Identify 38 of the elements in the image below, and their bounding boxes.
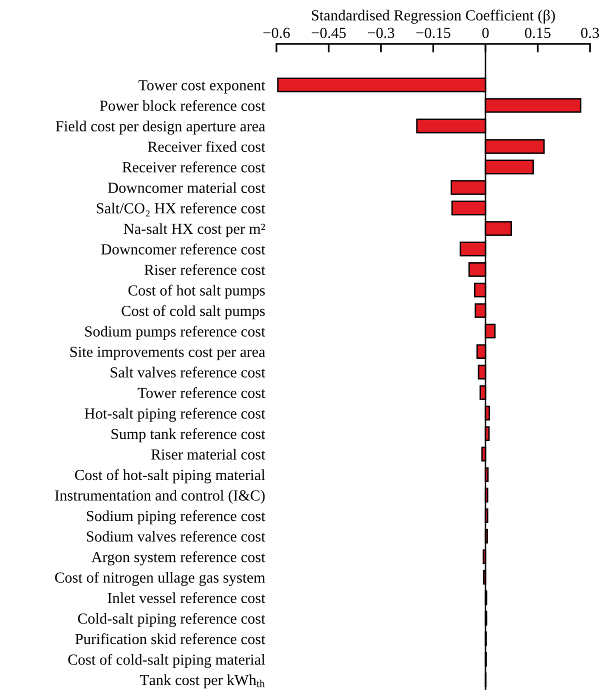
y-tick-label: Cost of cold-salt piping material (68, 654, 266, 668)
y-tick-label: Sodium valves reference cost (86, 530, 266, 542)
x-tick-label: −0.45 (312, 28, 346, 38)
y-tick-label: Hot-salt piping reference cost (84, 408, 266, 422)
y-tick-label: Riser reference cost (144, 264, 266, 275)
x-tick-label: 0 (482, 28, 489, 38)
y-tick-label: Salt valves reference cost (110, 366, 266, 378)
y-tick-label: Riser material cost (151, 448, 266, 460)
y-tick-label: Cost of hot salt pumps (128, 284, 265, 299)
y-tick-label: Argon system reference cost (91, 551, 266, 566)
y-tick-label: Salt/CO₂ HX reference cost (96, 202, 266, 216)
y-tick-label: Cost of hot-salt piping material (75, 469, 266, 484)
x-tick-label: 0.15 (524, 28, 551, 38)
y-tick-label: Instrumentation and control (I&C) (55, 490, 265, 504)
y-tick-label: Sodium pumps reference cost (85, 326, 266, 340)
y-tick-label: Receiver fixed cost (148, 141, 266, 152)
y-tick-label: Inlet vessel reference cost (108, 592, 266, 604)
y-tick-label: Downcomer material cost (108, 182, 266, 193)
y-tick-label: Receiver reference cost (122, 162, 266, 172)
y-tick-label: Sodium piping reference cost (86, 510, 266, 524)
y-tick-label: Tower cost exponent (138, 80, 266, 94)
y-tick-label: Sump tank reference cost (112, 428, 266, 442)
y-tick-label: Cold-salt piping reference cost (78, 612, 266, 627)
x-tick-label: −0.3 (368, 28, 394, 38)
x-tick-label: 0.3 (581, 28, 599, 38)
y-tick-label: Site improvements cost per area (70, 346, 266, 360)
y-tick-label: Tower reference cost (138, 387, 266, 398)
x-axis-title: Standardised Regression Coefficient (β) (312, 10, 555, 24)
x-tick-label: −0.15 (416, 28, 450, 38)
y-tick-label: Cost of cold salt pumps (122, 305, 265, 320)
x-tick-label: −0.6 (263, 28, 290, 38)
y-tick-label: Cost of nitrogen ullage gas system (55, 572, 266, 586)
y-tick-label: Power block reference cost (100, 100, 266, 111)
y-tick-label: Na-salt HX cost per m² (124, 223, 265, 238)
y-tick-label: Purification skid reference cost (75, 633, 266, 644)
y-tick-label: Field cost per design aperture area (56, 120, 266, 135)
y-tick-label: Tank cost per kWh$_{th}$ (140, 674, 265, 688)
y-tick-label: Downcomer reference cost (101, 244, 266, 254)
